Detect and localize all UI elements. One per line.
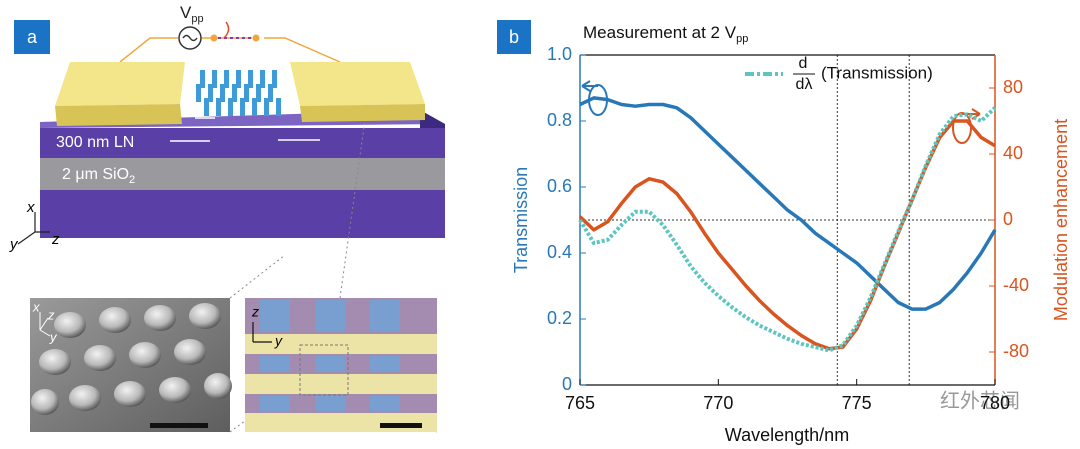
ln-layer: [40, 128, 445, 158]
y2-axis-label: Modulation enhancement: [1051, 119, 1071, 321]
y2-tick-label: 80: [1003, 77, 1023, 97]
panel-label-box: [497, 20, 531, 54]
electrode-stripe: [245, 413, 437, 432]
panel-label: b: [509, 27, 519, 47]
dimension-arrows: [170, 96, 320, 142]
panel-b: b Measurement at 2 Vpp Transmission Modu…: [497, 20, 1071, 445]
node: [252, 34, 260, 42]
scale-bar: [150, 423, 208, 428]
node: [210, 34, 218, 42]
electrode-top: [290, 62, 425, 106]
y2-tick-label: -80: [1003, 341, 1029, 361]
y-tick-label: 0.2: [547, 308, 572, 328]
electrode-front: [300, 104, 425, 122]
electrode-front: [55, 104, 182, 126]
y-tick-label: 1.0: [547, 44, 572, 64]
ln-label: 300 nm LN: [56, 134, 134, 151]
electrode-stripe: [245, 374, 437, 394]
y-tick-label: 0.8: [547, 110, 572, 130]
y-tick-label: 0.6: [547, 176, 572, 196]
y2-tick-label: 0: [1003, 209, 1013, 229]
sio2-layer: [40, 158, 445, 190]
series-line: [578, 106, 997, 353]
metasurface-patches: [260, 300, 400, 411]
source-label: Vpp: [180, 3, 204, 24]
zoom-box: [299, 344, 349, 396]
triad-x: x: [26, 199, 35, 216]
scale-bar: [380, 423, 422, 428]
triad-z: z: [51, 231, 60, 248]
sem-y: y: [49, 329, 58, 344]
sem-triad: [39, 312, 51, 337]
x-tick-label: 780: [980, 393, 1010, 413]
x-tick-label: 770: [703, 393, 733, 413]
micro-y: y: [274, 333, 283, 349]
y-axis-label: Transmission: [511, 167, 531, 273]
sem-x: x: [32, 299, 40, 314]
swing-arrow: [223, 21, 230, 39]
series-line: [579, 96, 997, 311]
substrate: [40, 190, 445, 238]
legend-denominator: dλ: [796, 76, 813, 93]
series-line: [578, 119, 996, 351]
legend-numerator: d: [799, 55, 808, 72]
triad-y: y: [9, 236, 19, 253]
panel-label-box: [14, 20, 50, 54]
y-tick-label: 0.4: [547, 242, 572, 262]
sio2-label: 2 μm SiO2: [62, 166, 135, 186]
sem-z: z: [47, 307, 55, 322]
chart-title: Measurement at 2 Vpp: [583, 23, 748, 44]
watermark: 红外芯闻: [940, 389, 1020, 412]
micro-z: z: [251, 304, 259, 320]
axis-pointer-arrow: [581, 80, 598, 92]
y2-tick-label: -40: [1003, 275, 1029, 295]
x-axis-label: Wavelength/nm: [725, 425, 849, 445]
y2-tick-label: 40: [1003, 143, 1023, 163]
axis-triad: [17, 212, 50, 245]
panel-a: a Vpp 300 nm LN 2 μm SiO2 x y z: [9, 3, 445, 433]
ac-symbol: [182, 34, 198, 42]
legend-label: (Transmission): [821, 63, 933, 82]
circuit-wire: [119, 37, 341, 63]
sem-pillars: [31, 303, 232, 415]
x-tick-label: 765: [565, 393, 595, 413]
electrode-stripe: [245, 334, 437, 354]
micro-triad: [252, 322, 272, 343]
x-tick-label: 775: [842, 393, 872, 413]
y-tick-label: 0: [562, 374, 572, 394]
pillars: [196, 70, 281, 116]
electrode-top: [55, 62, 185, 106]
panel-label: a: [27, 27, 38, 47]
